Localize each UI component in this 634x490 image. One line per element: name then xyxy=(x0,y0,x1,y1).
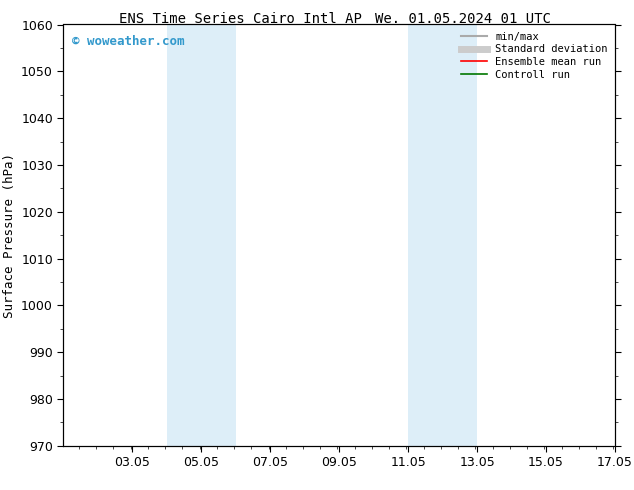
Bar xyxy=(167,24,236,446)
Y-axis label: Surface Pressure (hPa): Surface Pressure (hPa) xyxy=(3,153,16,318)
Text: © woweather.com: © woweather.com xyxy=(72,35,184,48)
Legend: min/max, Standard deviation, Ensemble mean run, Controll run: min/max, Standard deviation, Ensemble me… xyxy=(459,30,610,82)
Text: We. 01.05.2024 01 UTC: We. 01.05.2024 01 UTC xyxy=(375,12,551,26)
Bar xyxy=(408,24,477,446)
Text: ENS Time Series Cairo Intl AP: ENS Time Series Cairo Intl AP xyxy=(119,12,363,26)
